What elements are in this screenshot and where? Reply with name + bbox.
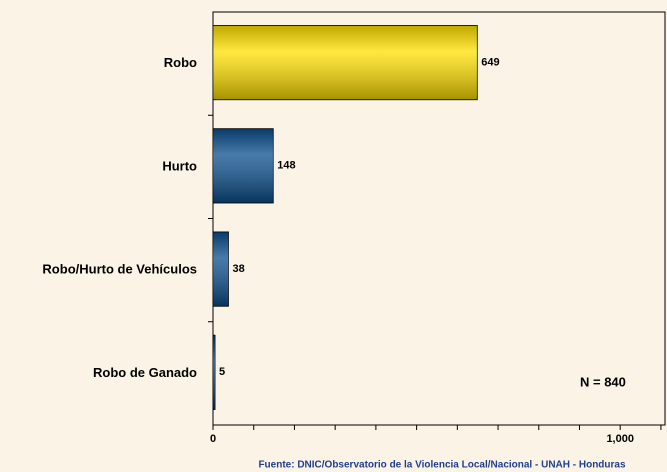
y-tick-label: Robo de Ganado (93, 365, 197, 380)
source: Fuente: DNIC/Observatorio de la Violenci… (258, 460, 626, 471)
annotation: N = 840 (580, 374, 626, 389)
y-tick-label: Robo (164, 55, 197, 70)
value-label: 148 (277, 160, 295, 172)
bar-shade (213, 335, 216, 410)
bar-shade (213, 128, 274, 204)
bar-shade (213, 25, 478, 100)
x-tick-label: 0 (210, 433, 216, 445)
y-tick-label: Hurto (162, 158, 197, 173)
bar-shade (213, 231, 229, 307)
y-tick-label: Robo/Hurto de Vehículos (42, 262, 197, 277)
value-label: 38 (232, 263, 244, 275)
x-tick-label: 1,000 (606, 433, 634, 445)
value-label: 649 (481, 56, 499, 68)
value-label: 5 (219, 366, 225, 378)
